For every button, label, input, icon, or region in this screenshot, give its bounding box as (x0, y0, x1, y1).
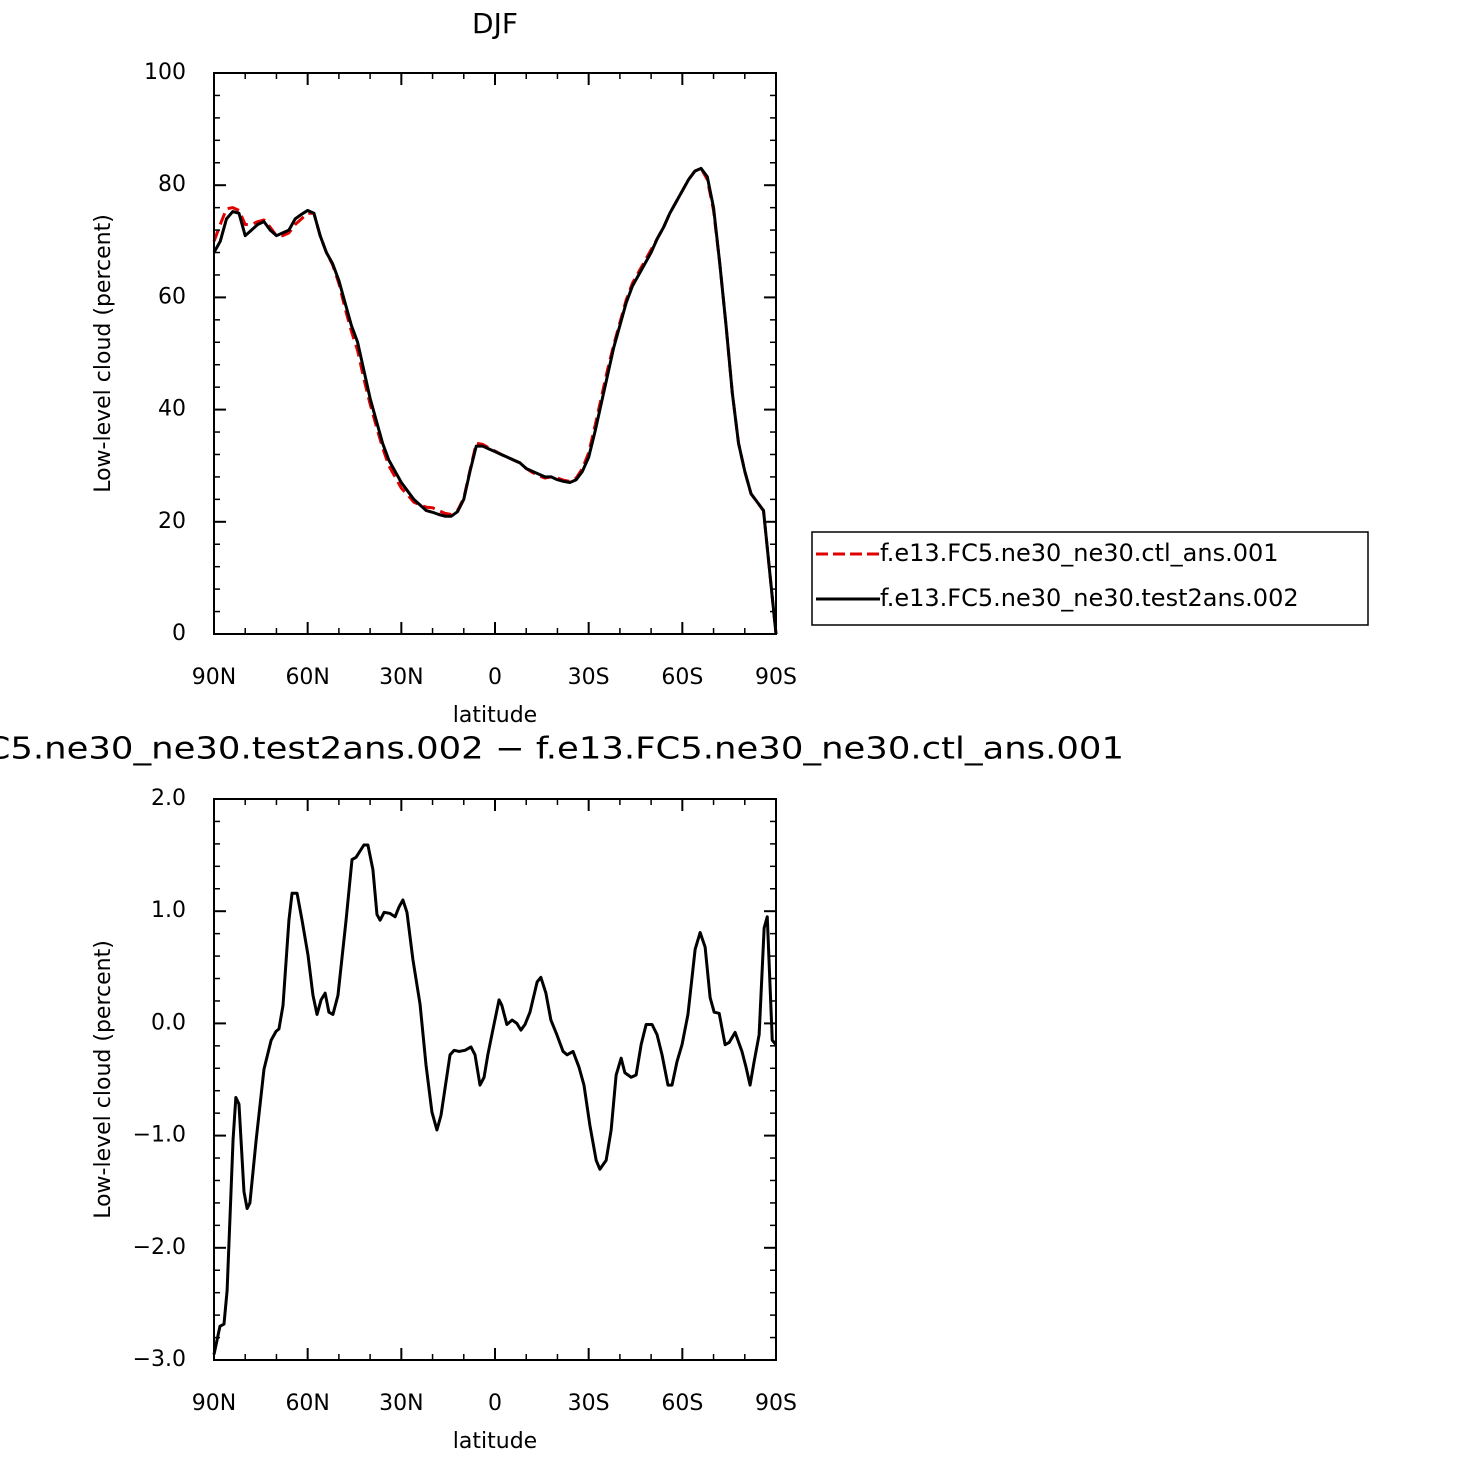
legend-label: f.e13.FC5.ne30_ne30.test2ans.002 (880, 584, 1299, 612)
data-line (212, 166, 778, 635)
x-tick-label: 60S (661, 665, 703, 690)
y-tick-label: 60 (158, 284, 186, 309)
x-axis-label: latitude (453, 1429, 537, 1454)
y-axis-label: Low-level cloud (percent) (91, 214, 116, 493)
data-line (212, 843, 778, 1355)
x-tick-label: 60N (285, 665, 329, 690)
x-tick-label: 30S (568, 1391, 610, 1416)
x-tick-label: 60S (661, 1391, 703, 1416)
y-tick-label: −1.0 (133, 1123, 186, 1148)
chart-title: f.e13.FC5.ne30_ne30.test2ans.002 − f.e13… (0, 732, 1124, 767)
x-tick-label: 0 (488, 1391, 502, 1416)
y-tick-label: 40 (158, 397, 186, 422)
x-axis-label: latitude (453, 703, 537, 728)
legend-box (811, 531, 1369, 626)
x-tick-label: 30S (568, 665, 610, 690)
y-axis-label: Low-level cloud (percent) (91, 940, 116, 1219)
x-tick-label: 0 (488, 665, 502, 690)
legend-label: f.e13.FC5.ne30_ne30.ctl_ans.001 (880, 539, 1279, 567)
x-tick-label: 30N (379, 1391, 423, 1416)
x-tick-label: 90N (192, 665, 236, 690)
y-tick-label: −3.0 (133, 1347, 186, 1372)
y-tick-label: −2.0 (133, 1235, 186, 1260)
y-tick-label: 0.0 (151, 1010, 186, 1035)
y-tick-label: 0 (172, 621, 186, 646)
x-tick-label: 60N (285, 1391, 329, 1416)
x-tick-label: 90N (192, 1391, 236, 1416)
chart-title: DJF (472, 7, 518, 40)
y-tick-label: 2.0 (151, 786, 186, 811)
y-tick-label: 20 (158, 509, 186, 534)
data-line (212, 166, 778, 635)
plot-frame (213, 72, 777, 635)
x-tick-label: 90S (755, 665, 797, 690)
plot-frame (213, 798, 777, 1361)
y-tick-label: 80 (158, 172, 186, 197)
y-tick-label: 100 (144, 60, 186, 85)
y-tick-label: 1.0 (151, 898, 186, 923)
x-tick-label: 30N (379, 665, 423, 690)
x-tick-label: 90S (755, 1391, 797, 1416)
